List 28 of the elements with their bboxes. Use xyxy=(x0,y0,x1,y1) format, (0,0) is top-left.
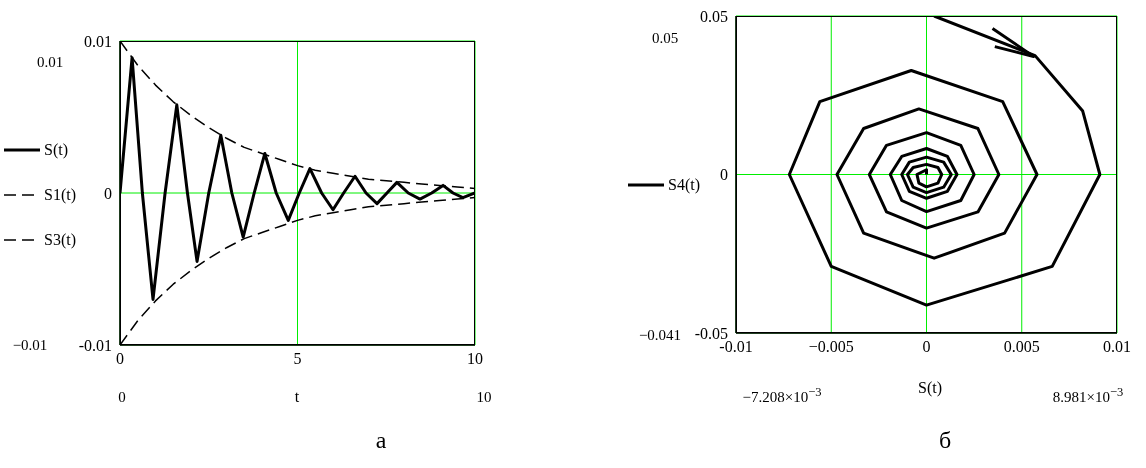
x-axis-title: S(t) xyxy=(918,379,942,396)
x-tick-label: 10 xyxy=(467,350,483,368)
x-axis-title: t xyxy=(294,388,300,405)
text: б xyxy=(938,426,952,453)
x-tick-label: 0 xyxy=(922,338,931,356)
x-tick-label: 0.01 xyxy=(1103,338,1131,356)
x-tick-label: −0.005 xyxy=(808,338,854,356)
text: 10 xyxy=(476,388,492,405)
x-tick-label: 0 xyxy=(116,350,124,368)
x-tick-label: 0.005 xyxy=(1003,338,1040,356)
text: −7.208×10$^{−3}$ xyxy=(742,384,822,405)
y-tick-label: 0 xyxy=(104,184,112,202)
text: 0.01 xyxy=(36,53,64,70)
legend-label: S3(t) xyxy=(44,231,76,248)
text: 0.05 xyxy=(651,29,679,46)
line-series xyxy=(787,16,1102,307)
x-tick-label: 5 xyxy=(293,350,302,368)
legend-label: S4(t) xyxy=(668,176,700,193)
text: −0.01 xyxy=(12,336,48,353)
y-tick-label: 0 xyxy=(720,166,728,184)
text: 8.981×10$^{−3}$ xyxy=(1052,384,1124,405)
y-tick-label: 0.01 xyxy=(84,32,112,50)
legend-label: S(t) xyxy=(44,141,68,158)
legend-label: S1(t) xyxy=(44,186,76,203)
text: 0 xyxy=(118,388,126,405)
text: а xyxy=(375,426,387,453)
text: −0.041 xyxy=(638,326,682,343)
y-tick-label: 0.05 xyxy=(700,7,728,25)
